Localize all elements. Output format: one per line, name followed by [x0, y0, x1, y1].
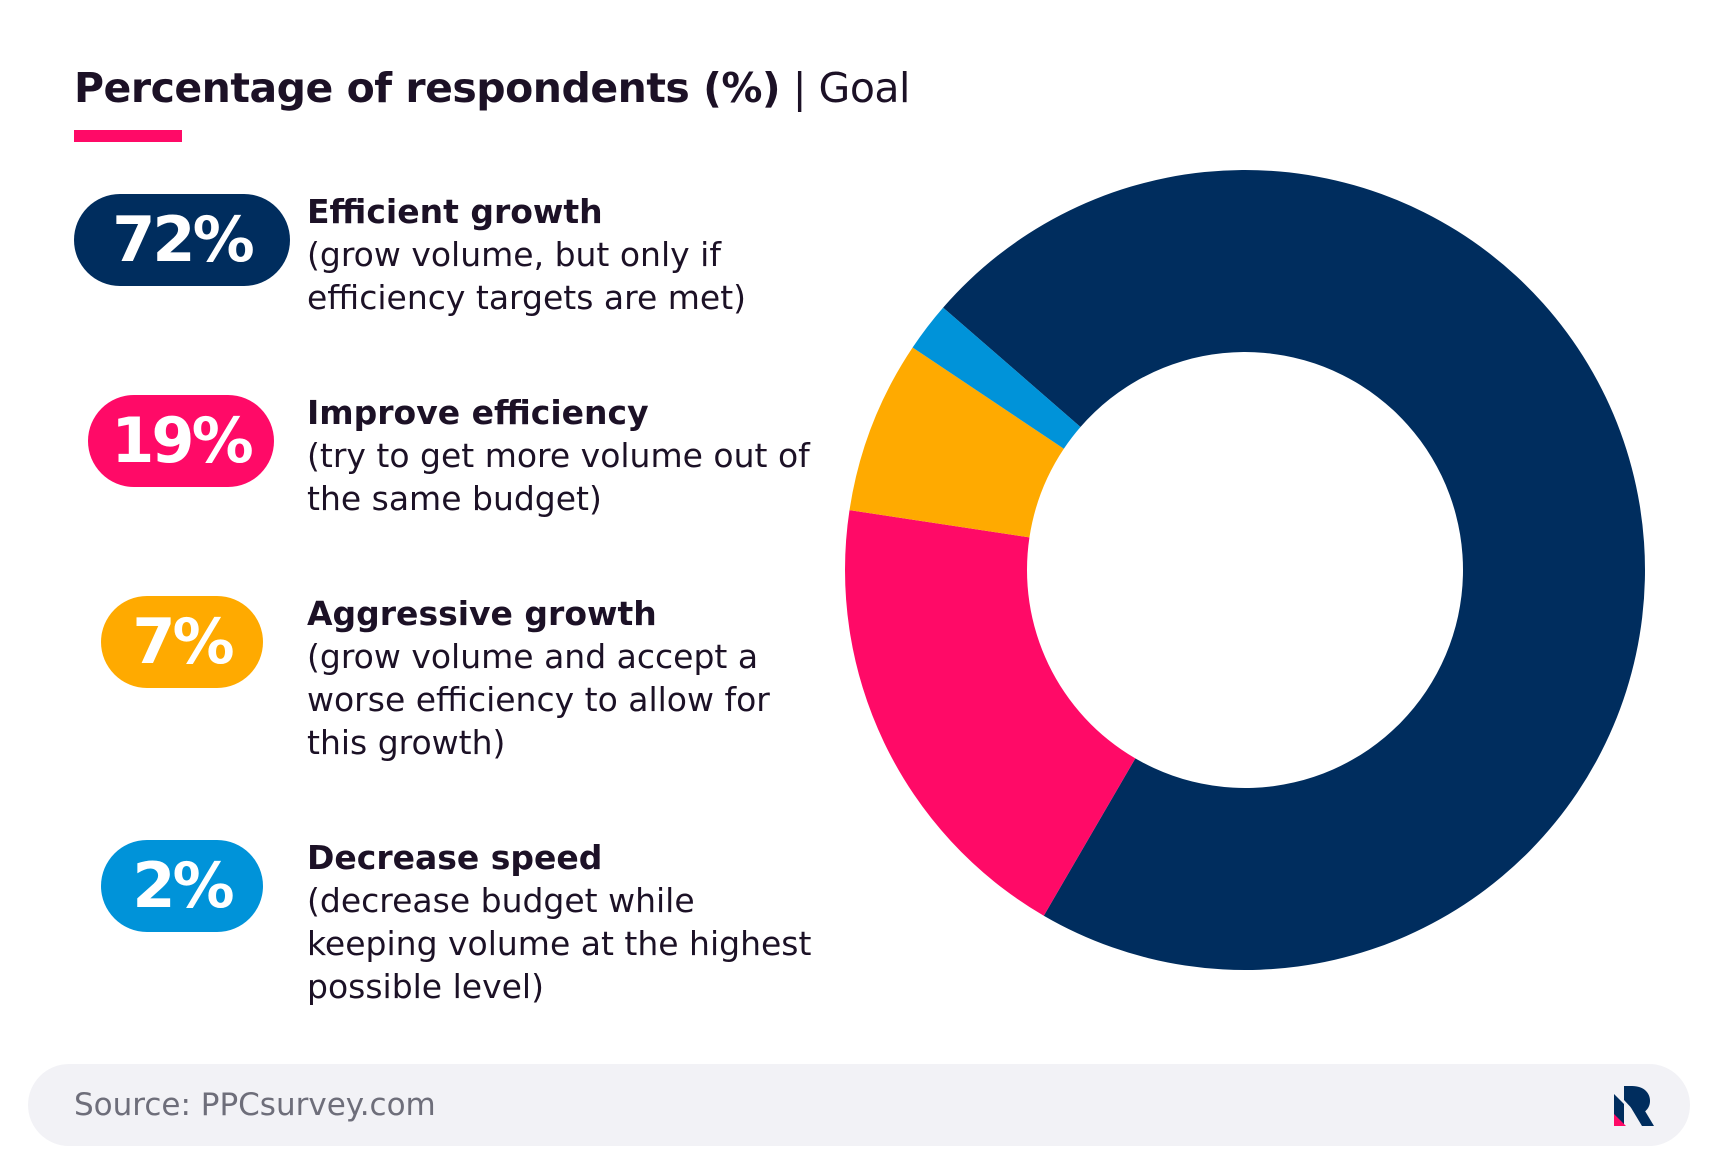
legend-text: Improve efficiency (try to get more volu…	[307, 391, 827, 520]
source-text: Source: PPCsurvey.com	[74, 1087, 436, 1123]
donut-chart	[845, 169, 1645, 970]
donut-slice-efficient-growth	[943, 169, 1645, 970]
brand-logo-icon	[1614, 1086, 1654, 1126]
legend-text: Decrease speed (decrease budget while ke…	[307, 836, 827, 1008]
donut-slice-improve-efficiency	[845, 510, 1136, 916]
legend-label: Aggressive growth	[307, 594, 657, 633]
legend-text: Aggressive growth (grow volume and accep…	[307, 592, 827, 764]
legend-desc: (grow volume, but only if efficiency tar…	[307, 235, 747, 317]
legend-pill: 2%	[101, 840, 263, 932]
legend-text: Efficient growth (grow volume, but only …	[307, 190, 827, 319]
legend-desc: (grow volume and accept a worse efficien…	[307, 637, 770, 762]
legend-desc: (decrease budget while keeping volume at…	[307, 881, 812, 1006]
legend-label: Decrease speed	[307, 838, 603, 877]
chart-title: Percentage of respondents (%) | Goal	[74, 58, 910, 118]
chart-title-main: Percentage of respondents (%)	[74, 64, 781, 112]
title-underline	[74, 130, 182, 142]
legend-pill: 19%	[88, 395, 274, 487]
footer-bar: Source: PPCsurvey.com	[28, 1064, 1690, 1146]
legend-pill: 72%	[74, 194, 290, 286]
legend-desc: (try to get more volume out of the same …	[307, 436, 810, 518]
chart-title-goal: | Goal	[780, 64, 911, 112]
legend-label: Improve efficiency	[307, 393, 649, 432]
donut-slice-decrease-speed	[912, 307, 1081, 449]
legend-label: Efficient growth	[307, 192, 603, 231]
legend-pill: 7%	[101, 596, 263, 688]
donut-slice-aggressive-growth	[849, 347, 1064, 538]
